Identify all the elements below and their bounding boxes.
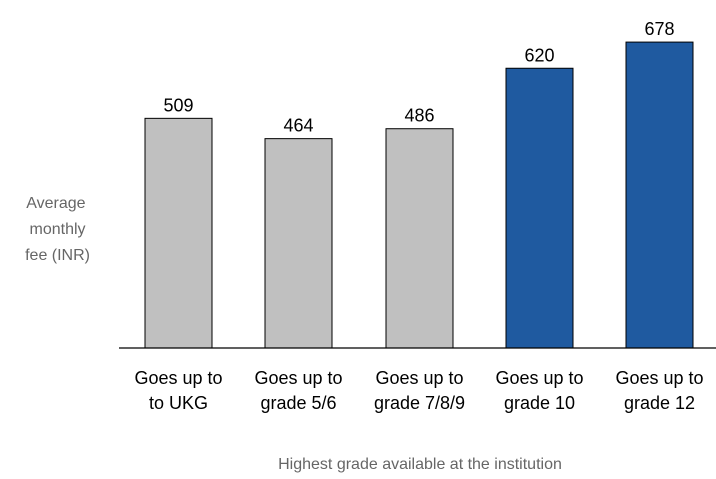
x-tick-label-2-line-2: grade 5/6	[260, 393, 336, 413]
x-tick-label-3-line-2: grade 7/8/9	[374, 393, 465, 413]
bar-2	[264, 138, 333, 349]
bar-1	[144, 117, 213, 349]
x-axis-label: Highest grade available at the instituti…	[278, 456, 562, 473]
x-tick-label-1: Goes up to to UKG	[134, 368, 222, 413]
y-axis-label-line-1: Average	[26, 195, 85, 212]
data-label-1: 509	[163, 95, 193, 115]
data-label-4: 620	[524, 45, 554, 65]
data-label-5: 678	[644, 19, 674, 39]
bars	[144, 41, 694, 349]
x-tick-label-4-line-1: Goes up to	[495, 368, 583, 388]
data-label-3: 486	[404, 106, 434, 126]
x-tick-label-5-line-2: grade 12	[624, 393, 695, 413]
data-label-2: 464	[283, 116, 313, 136]
x-tick-label-5: Goes up to grade 12	[615, 368, 703, 413]
x-tick-label-3: Goes up to grade 7/8/9	[374, 368, 465, 413]
y-axis-label-line-2: monthly	[30, 221, 86, 238]
bar-5	[625, 41, 694, 349]
x-tick-label-4: Goes up to grade 10	[495, 368, 583, 413]
x-tick-label-4-line-2: grade 10	[504, 393, 575, 413]
x-tick-label-1-line-1: Goes up to	[134, 368, 222, 388]
data-labels: 509 464 486 620 678	[163, 19, 674, 136]
y-axis-label-line-3: fee (INR)	[25, 247, 90, 264]
bar-3	[385, 128, 454, 349]
x-tick-label-5-line-1: Goes up to	[615, 368, 703, 388]
x-tick-label-2-line-1: Goes up to	[254, 368, 342, 388]
x-tick-label-3-line-1: Goes up to	[375, 368, 463, 388]
x-tick-label-1-line-2: to UKG	[149, 393, 208, 413]
x-tick-label-2: Goes up to grade 5/6	[254, 368, 342, 413]
y-axis-label: Average monthly fee (INR)	[25, 195, 90, 264]
bar-4	[505, 67, 574, 349]
